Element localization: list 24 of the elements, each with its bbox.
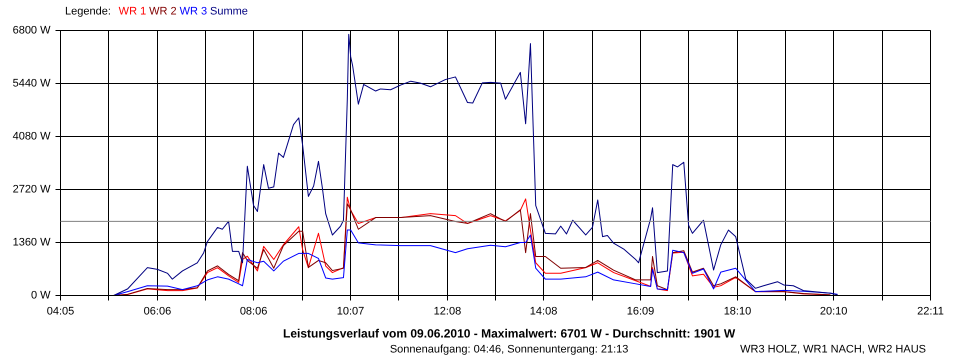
text: Leistungsverlauf vom 09.06.2010 - Maximalwert: 6701 W - Durchschnitt: 1901 W [283, 326, 736, 340]
x-tick-label: 16:09 [626, 306, 654, 318]
x-tick-label: 20:10 [820, 306, 848, 318]
y-tick-label: 4080 W [12, 130, 52, 142]
y-tick-label: 6800 W [12, 24, 52, 36]
y-tick-label: 2720 W [12, 184, 52, 196]
x-tick-label: 14:08 [530, 306, 558, 318]
x-tick-label: 10:07 [336, 306, 364, 318]
text: Sonnenaufgang: 04:46, Sonnenuntergang: 21:13 [390, 344, 628, 356]
y-tick-label: 0 W [30, 290, 52, 302]
x-tick-label: 04:05 [46, 306, 74, 318]
x-tick-label: 06:06 [144, 306, 172, 318]
x-tick-label: 22:11 [917, 306, 944, 318]
text: WR 2 [149, 6, 177, 18]
y-tick-label: 5440 W [12, 78, 52, 90]
text: Summe [210, 6, 248, 18]
text: WR 3 [180, 6, 208, 18]
text: WR3 HOLZ, WR1 NACH, WR2 HAUS [740, 344, 926, 356]
x-tick-label: 08:06 [240, 306, 268, 318]
text: WR 1 [118, 6, 146, 18]
y-tick-label: 1360 W [12, 236, 52, 248]
x-tick-label: 12:08 [434, 306, 462, 318]
legend-title: Legende: [65, 6, 111, 18]
x-tick-label: 18:10 [724, 306, 752, 318]
